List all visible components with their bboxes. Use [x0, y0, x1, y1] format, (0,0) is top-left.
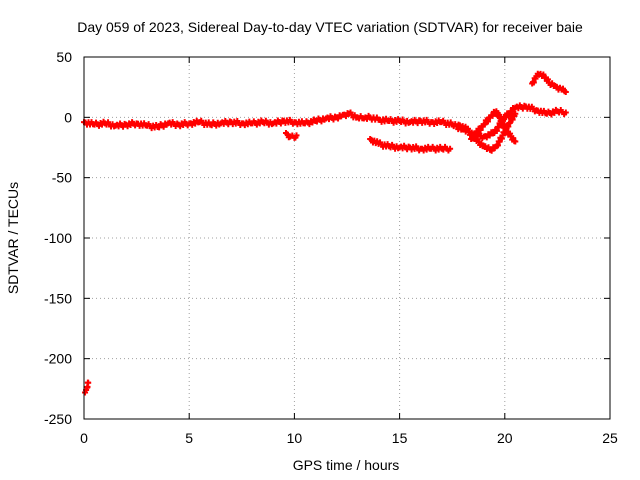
x-tick-label: 15	[392, 430, 408, 446]
data-point	[483, 134, 490, 141]
data-point	[335, 115, 342, 122]
y-axis-label: SDTVAR / TECUs	[5, 182, 21, 294]
data-point	[481, 121, 488, 128]
data-point	[507, 130, 514, 137]
data-point	[540, 71, 547, 78]
data-point	[342, 113, 349, 120]
x-tick-label: 5	[185, 430, 193, 446]
data-point	[502, 114, 509, 121]
y-tick-label: 50	[56, 49, 72, 65]
y-tick-label: -150	[44, 290, 72, 306]
data-point	[544, 76, 551, 83]
data-point	[306, 121, 313, 128]
data-point	[510, 135, 517, 142]
data-point	[562, 109, 569, 116]
data-point	[309, 119, 316, 126]
y-tick-label: 0	[64, 109, 72, 125]
data-point	[477, 126, 484, 133]
y-tick-label: -50	[52, 170, 72, 186]
y-tick-label: -100	[44, 230, 72, 246]
data-point	[293, 132, 300, 139]
data-point	[447, 145, 454, 152]
x-axis: 0 5 10 15 20 25	[80, 57, 618, 446]
data-point	[488, 147, 495, 154]
data-point	[318, 118, 325, 125]
y-axis: 50 0 -50 -100 -150 -200 -250	[44, 49, 610, 427]
data-point	[512, 110, 519, 117]
data-points	[81, 70, 569, 396]
data-point	[512, 138, 519, 145]
data-point	[464, 125, 471, 132]
x-tick-label: 20	[497, 430, 513, 446]
data-point	[160, 123, 167, 130]
chart-title: Day 059 of 2023, Sidereal Day-to-day VTE…	[77, 19, 583, 35]
data-point	[489, 112, 496, 119]
data-point	[85, 379, 92, 386]
y-tick-label: -200	[44, 351, 72, 367]
data-point	[562, 88, 569, 95]
x-tick-label: 25	[602, 430, 618, 446]
data-point	[548, 111, 555, 118]
y-tick-label: -250	[44, 411, 72, 427]
data-point	[486, 132, 493, 139]
x-tick-label: 10	[287, 430, 303, 446]
x-axis-label: GPS time / hours	[293, 457, 400, 473]
data-point	[484, 118, 491, 125]
data-point	[472, 132, 479, 139]
data-point	[508, 108, 515, 115]
x-tick-label: 0	[80, 430, 88, 446]
data-point	[470, 135, 477, 142]
